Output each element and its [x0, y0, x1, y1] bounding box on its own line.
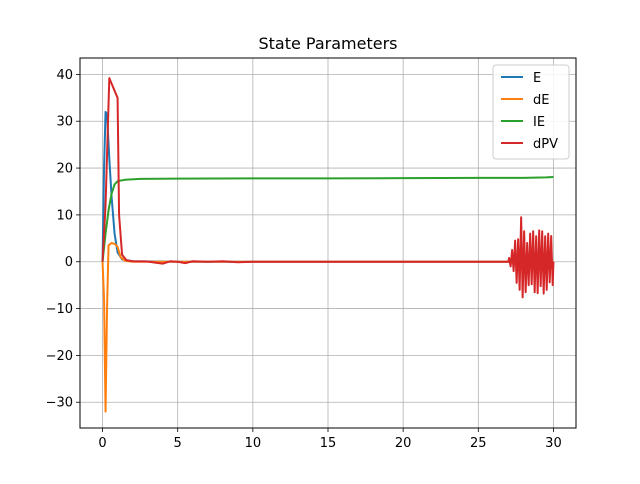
axes-frame: [79, 57, 577, 429]
x-tick-label: 15: [320, 436, 337, 451]
x-tick-label: 10: [245, 436, 262, 451]
y-tick-label: −30: [46, 396, 73, 411]
y-tick-label: 30: [56, 115, 73, 130]
legend: EdE IE dPV: [492, 64, 570, 160]
legend-label: IE: [533, 115, 545, 130]
legend-label: dPV: [533, 137, 558, 152]
y-tick-label: 10: [56, 208, 73, 223]
y-tick-label: 0: [65, 255, 73, 270]
y-tick-label: 40: [56, 68, 73, 83]
legend-box: [492, 64, 570, 160]
legend-label: dE: [533, 93, 549, 108]
series-line-ie: [101, 175, 554, 262]
y-tick-label: 20: [56, 162, 73, 177]
plot-area: [101, 77, 555, 413]
y-tick-label: −10: [46, 302, 73, 317]
x-tick-label: 20: [395, 436, 412, 451]
y-tick-label: −20: [46, 349, 73, 364]
legend-label: E: [533, 71, 541, 86]
x-tick-label: 5: [174, 436, 182, 451]
chart-title: State Parameters: [258, 34, 397, 53]
axis-ticks: 0 5 10 15 20 25 30 −30 −20 −10 0 10 20 30 40: [46, 68, 562, 451]
series-lines: [101, 77, 555, 413]
x-tick-label: 30: [545, 436, 562, 451]
x-tick-label: 25: [470, 436, 487, 451]
series-line-dpv: [101, 77, 555, 299]
x-tick-label: 0: [98, 436, 106, 451]
